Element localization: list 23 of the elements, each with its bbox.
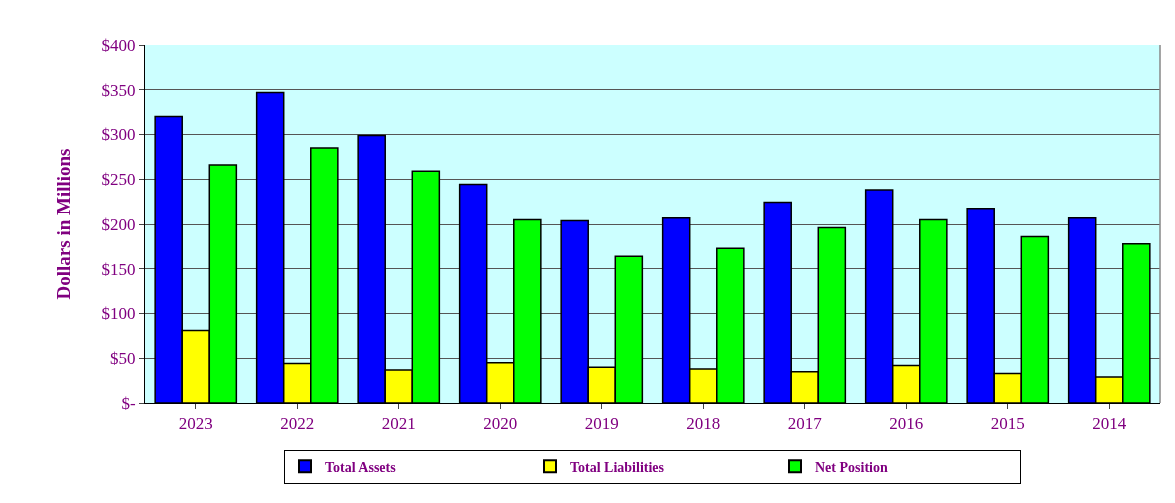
legend-label: Total Liabilities xyxy=(570,459,665,475)
y-tick-label: $150 xyxy=(101,259,136,279)
y-tick-label: $400 xyxy=(101,35,136,55)
x-tick-label: 2021 xyxy=(381,414,416,434)
x-tick-label: 2020 xyxy=(483,414,518,434)
y-tick-label: $300 xyxy=(101,125,136,145)
y-tick-label: $350 xyxy=(101,80,136,100)
y-tick-label: $250 xyxy=(101,170,136,190)
y-tick-label: $50 xyxy=(110,349,136,369)
y-axis-title: Dollars in Millions xyxy=(53,148,75,300)
y-tick-label: $100 xyxy=(101,304,136,324)
x-tick-label: 2019 xyxy=(584,414,619,434)
x-tick-label: 2016 xyxy=(889,414,924,434)
x-tick-label: 2023 xyxy=(178,414,213,434)
legend-label: Net Position xyxy=(815,459,888,475)
x-tick-label: 2017 xyxy=(787,414,823,434)
y-tick-label: $- xyxy=(121,393,136,413)
x-tick-label: 2015 xyxy=(990,414,1025,434)
y-tick-label: $200 xyxy=(101,214,136,234)
legend-label: Total Assets xyxy=(325,459,397,475)
x-tick-label: 2014 xyxy=(1092,414,1127,434)
x-tick-label: 2018 xyxy=(686,414,721,434)
x-tick-label: 2022 xyxy=(280,414,315,434)
